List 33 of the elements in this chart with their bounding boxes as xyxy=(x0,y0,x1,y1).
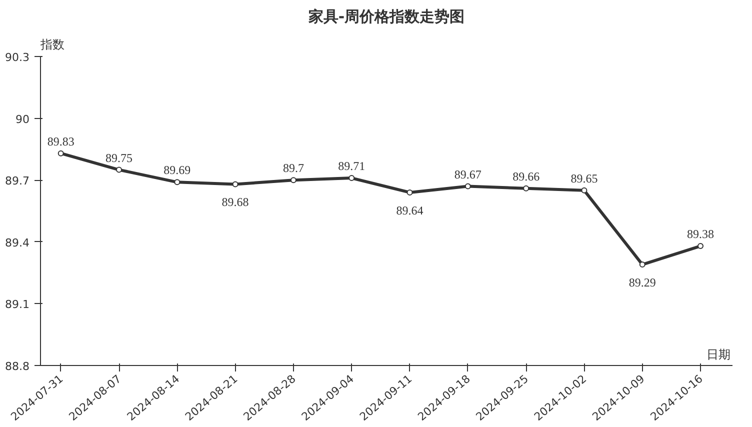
data-label: 89.65 xyxy=(570,171,598,186)
data-label: 89.71 xyxy=(338,159,366,174)
chart-title: 家具-周价格指数走势图 xyxy=(307,8,465,26)
point xyxy=(232,181,238,188)
data-label: 89.68 xyxy=(222,195,249,210)
y-tick-label: 89.7 xyxy=(5,174,30,188)
point xyxy=(523,185,530,192)
point xyxy=(464,183,471,190)
point xyxy=(116,166,122,173)
data-label: 89.75 xyxy=(106,150,133,165)
data-label: 89.64 xyxy=(396,203,424,218)
point xyxy=(348,175,355,182)
point xyxy=(406,189,413,196)
point xyxy=(58,150,64,156)
data-label: 89.67 xyxy=(454,167,482,182)
point xyxy=(698,243,704,250)
data-label: 89.38 xyxy=(687,227,714,242)
data-label: 89.7 xyxy=(282,161,304,176)
y-axis-title: 指数 xyxy=(40,38,64,52)
y-tick-label: 89.1 xyxy=(5,298,30,312)
data-label: 89.66 xyxy=(512,169,540,184)
point xyxy=(290,177,296,184)
y-tick-label: 90.3 xyxy=(5,51,30,64)
y-tick-label: 90 xyxy=(16,112,30,126)
point xyxy=(581,187,588,194)
data-label: 89.69 xyxy=(164,163,191,178)
data-label: 89.83 xyxy=(47,134,74,148)
y-tick-label: 89.4 xyxy=(5,236,30,250)
x-axis-title: 日期 xyxy=(706,348,731,362)
point xyxy=(639,262,646,268)
y-tick-label: 88.8 xyxy=(5,360,30,373)
point xyxy=(174,179,180,186)
data-label: 89.29 xyxy=(628,276,656,290)
